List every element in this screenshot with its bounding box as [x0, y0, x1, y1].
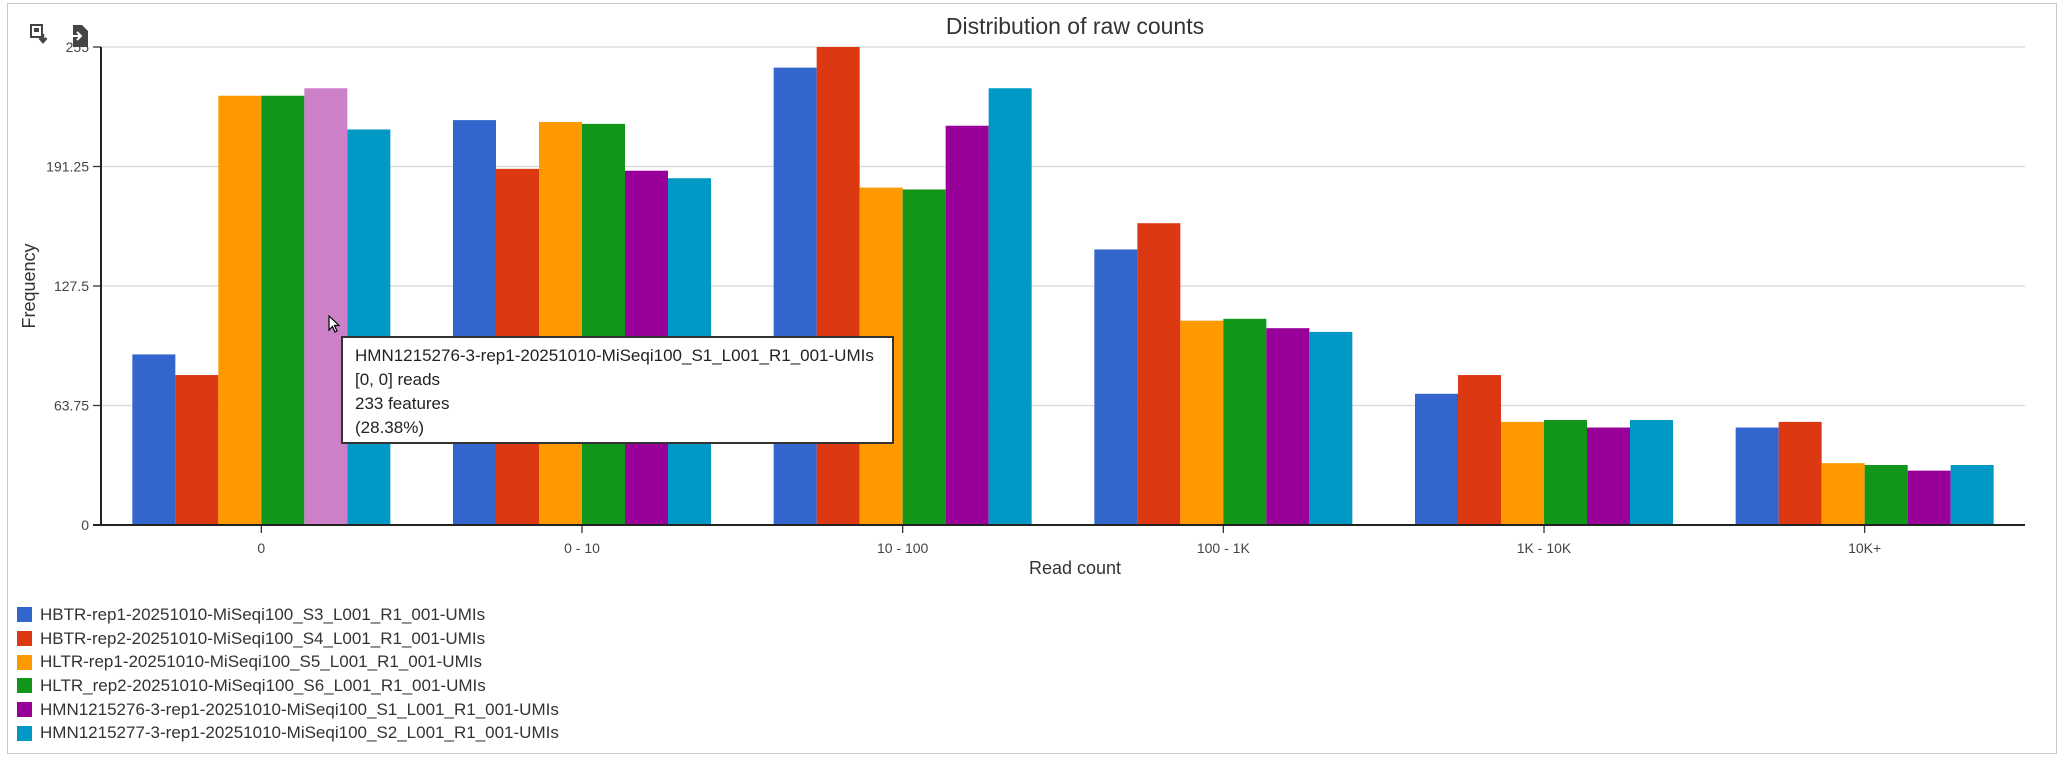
bar: [261, 95, 305, 526]
y-tick-label: 191.25: [46, 159, 89, 175]
bar: [304, 88, 348, 526]
bar: [132, 354, 176, 525]
bar: [218, 95, 262, 526]
tooltip: HMN1215276-3-rep1-20251010-MiSeqi100_S1_…: [341, 336, 894, 444]
y-tick-label: 255: [66, 39, 90, 55]
bar: [347, 129, 391, 525]
tooltip-percent: (28.38%): [355, 418, 424, 437]
bar: [1180, 320, 1224, 525]
bar: [539, 121, 582, 525]
legend-item[interactable]: HMN1215276-3-rep1-20251010-MiSeqi100_S1_…: [17, 698, 559, 722]
bar: [1223, 318, 1267, 525]
x-tick-label: 10 - 100: [877, 540, 929, 556]
legend-swatch: [17, 654, 32, 670]
bar: [175, 375, 219, 525]
bar: [1094, 249, 1138, 525]
tooltip-series: HMN1215276-3-rep1-20251010-MiSeqi100_S1_…: [355, 346, 874, 365]
y-tick-label: 0: [81, 517, 89, 533]
mouse-cursor-icon: [328, 315, 341, 333]
bar: [1821, 463, 1865, 525]
legend-item[interactable]: HMN1215277-3-rep1-20251010-MiSeqi100_S2_…: [17, 721, 559, 745]
legend-item[interactable]: HBTR-rep1-20251010-MiSeqi100_S3_L001_R1_…: [17, 603, 559, 627]
x-axis-label: Read count: [1029, 558, 1121, 578]
chart-frame: [7, 3, 2057, 754]
bar: [1587, 427, 1630, 525]
bar: [988, 88, 1032, 526]
bar: [1907, 470, 1951, 525]
legend-label: HMN1215276-3-rep1-20251010-MiSeqi100_S1_…: [40, 699, 559, 719]
y-tick-label: 63.75: [54, 398, 89, 414]
bar: [1950, 465, 1994, 525]
legend-label: HBTR-rep2-20251010-MiSeqi100_S4_L001_R1_…: [40, 628, 486, 648]
bar: [1266, 328, 1310, 525]
bar: [902, 189, 946, 525]
bar: [1137, 223, 1181, 525]
image-download-icon[interactable]: [30, 24, 50, 53]
x-tick-label: 0: [257, 540, 265, 556]
bar: [1735, 427, 1779, 525]
legend-item[interactable]: HLTR_rep2-20251010-MiSeqi100_S6_L001_R1_…: [17, 674, 559, 698]
tooltip-features: 233 features: [355, 394, 450, 413]
chart-toolbar: [30, 24, 90, 53]
bar: [1630, 420, 1673, 525]
x-tick-label: 100 - 1K: [1197, 540, 1251, 556]
bar: [582, 123, 625, 525]
tooltip-range: [0, 0] reads: [355, 370, 441, 389]
y-tick-label: 127.5: [54, 278, 89, 294]
chart-title: Distribution of raw counts: [946, 13, 1204, 39]
bar: [1309, 331, 1353, 525]
legend-swatch: [17, 678, 32, 694]
x-tick-label: 0 - 10: [564, 540, 600, 556]
bar: [453, 120, 496, 525]
legend-item[interactable]: HLTR-rep1-20251010-MiSeqi100_S5_L001_R1_…: [17, 650, 559, 674]
legend-swatch: [17, 607, 32, 623]
export-file-icon[interactable]: [70, 24, 90, 53]
legend-item[interactable]: HBTR-rep2-20251010-MiSeqi100_S4_L001_R1_…: [17, 627, 559, 651]
bar: [1501, 421, 1544, 525]
legend-label: HLTR-rep1-20251010-MiSeqi100_S5_L001_R1_…: [40, 652, 482, 672]
bar: [1864, 465, 1908, 525]
legend-label: HBTR-rep1-20251010-MiSeqi100_S3_L001_R1_…: [40, 604, 486, 624]
legend-swatch: [17, 725, 32, 741]
legend-label: HMN1215277-3-rep1-20251010-MiSeqi100_S2_…: [40, 723, 559, 743]
bar: [1544, 420, 1587, 525]
bar: [773, 67, 817, 526]
legend: HBTR-rep1-20251010-MiSeqi100_S3_L001_R1_…: [17, 603, 559, 745]
bar: [1458, 375, 1501, 525]
x-tick-label: 10K+: [1848, 540, 1881, 556]
y-axis-label: Frequency: [19, 243, 39, 328]
legend-swatch: [17, 631, 32, 647]
legend-label: HLTR_rep2-20251010-MiSeqi100_S6_L001_R1_…: [40, 675, 486, 695]
bar: [945, 125, 989, 526]
bar: [1415, 393, 1458, 525]
x-tick-label: 1K - 10K: [1517, 540, 1572, 556]
bar: [816, 47, 860, 525]
legend-swatch: [17, 702, 32, 718]
bar: [1778, 421, 1822, 525]
